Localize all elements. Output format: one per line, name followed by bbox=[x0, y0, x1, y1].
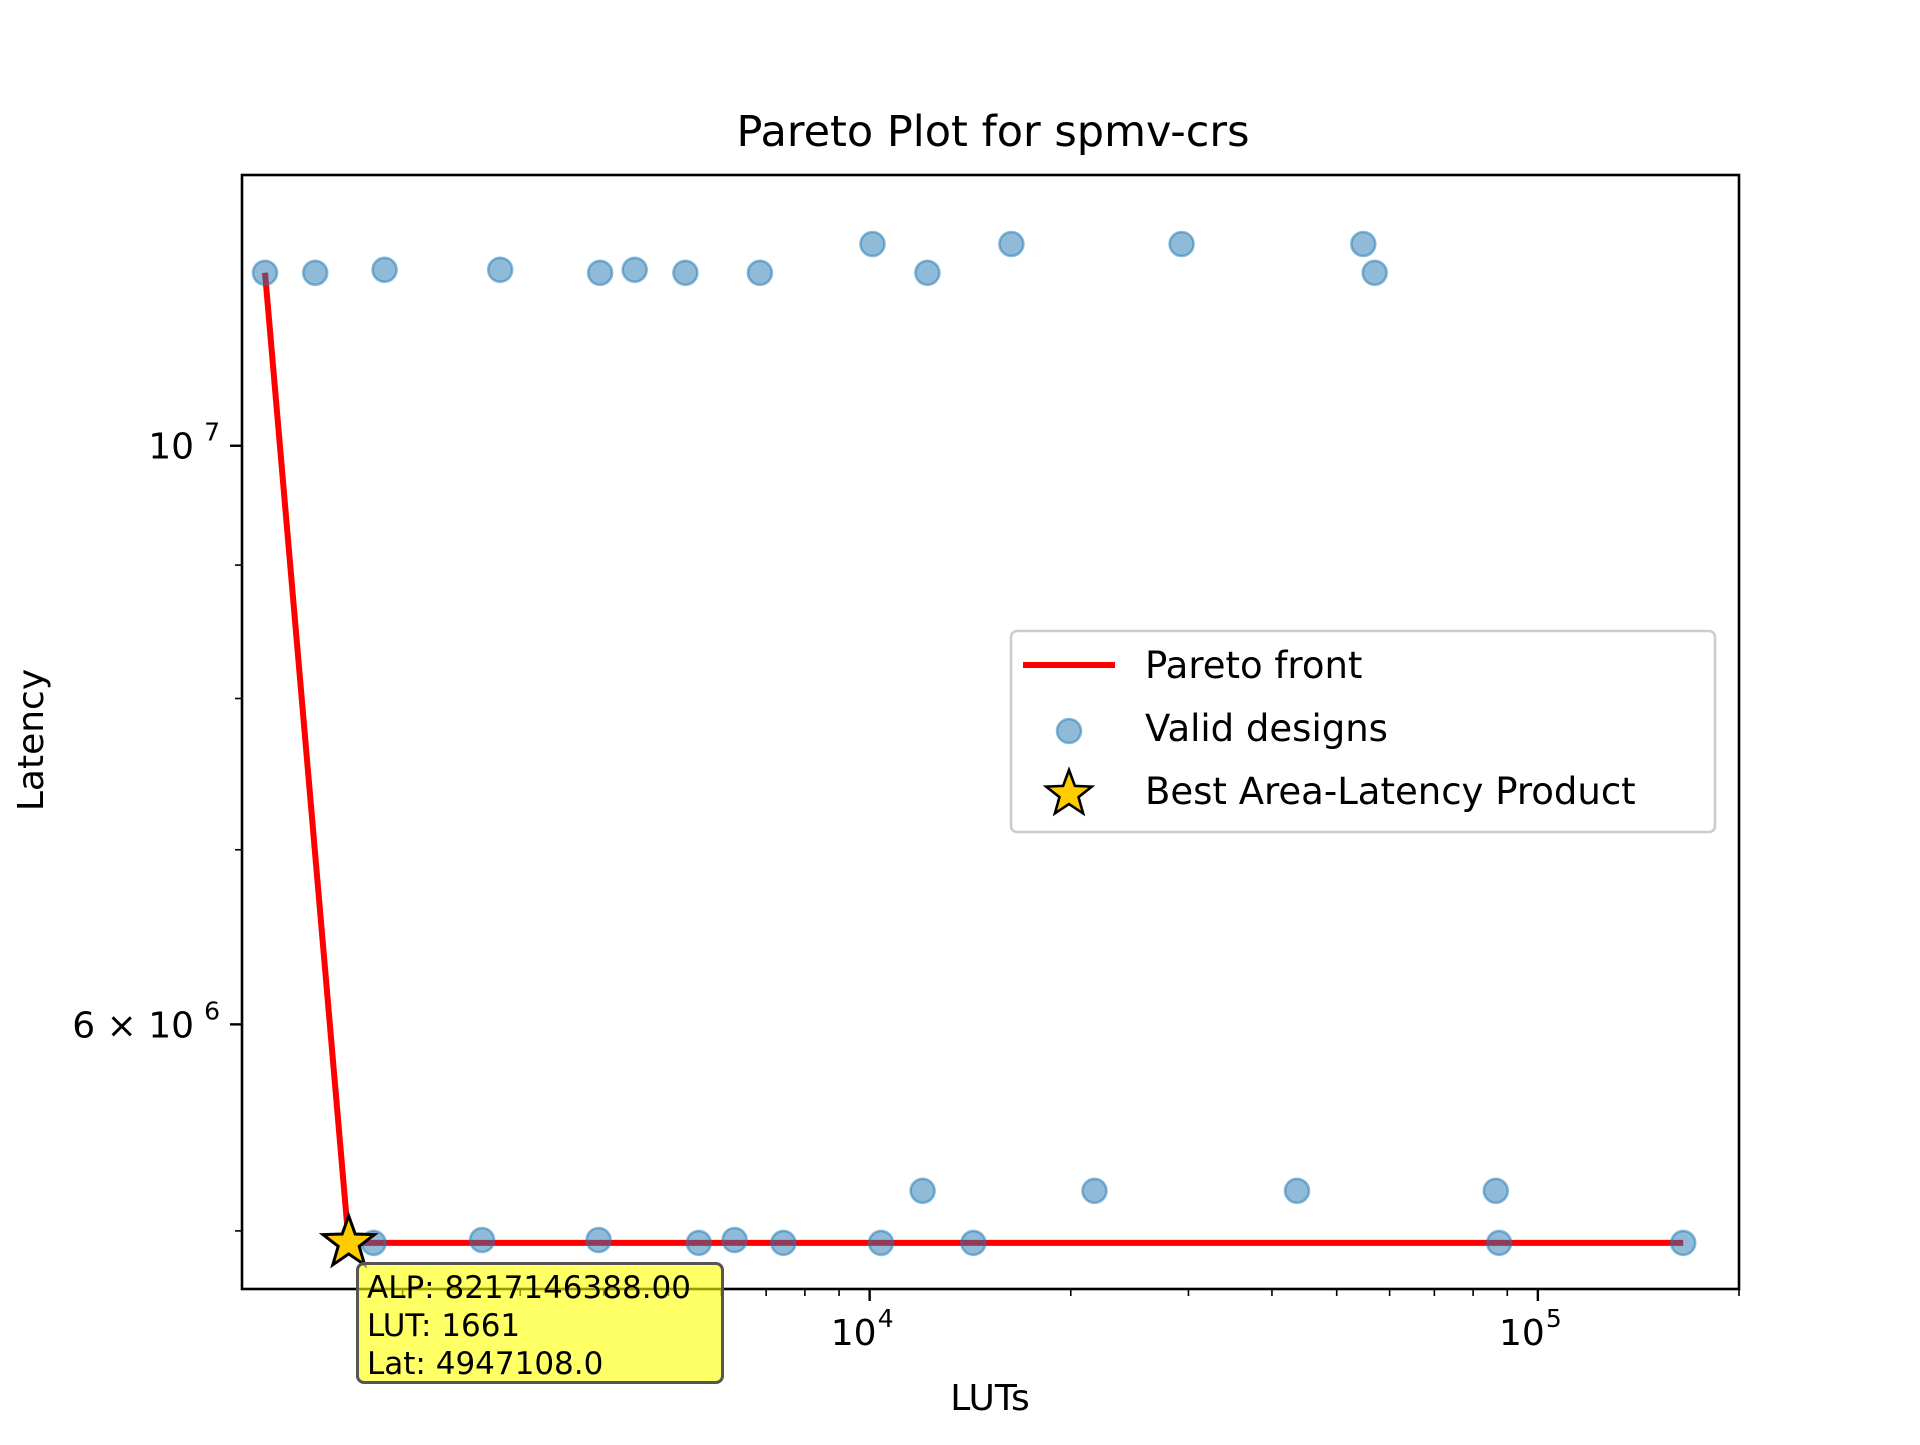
plot-area bbox=[251, 230, 1697, 1269]
valid-design-point-15 bbox=[468, 1226, 496, 1254]
y-tick-label-exp-1: 7 bbox=[204, 418, 220, 447]
legend: Pareto front Valid designs Best Area-Lat… bbox=[1009, 629, 1717, 834]
valid-design-point-6 bbox=[672, 259, 699, 287]
x-tick-label-exp-1: 5 bbox=[1546, 1304, 1562, 1333]
valid-design-point-0 bbox=[251, 259, 279, 287]
valid-design-point-12 bbox=[1350, 230, 1377, 258]
valid-design-point-27 bbox=[1669, 1229, 1697, 1257]
best-alp-star-marker bbox=[318, 1211, 379, 1269]
valid-design-point-20 bbox=[867, 1229, 895, 1257]
x-tick-label-0: 10 bbox=[831, 1313, 877, 1354]
valid-design-point-23 bbox=[1081, 1177, 1108, 1205]
annotation-alp: ALP: 8217146388.00 bbox=[367, 1270, 692, 1306]
chart-title: Pareto Plot for spmv-crs bbox=[737, 107, 1250, 157]
y-tick-label-1: 10 bbox=[148, 427, 194, 468]
valid-design-point-7 bbox=[746, 259, 774, 287]
legend-swatch-star-icon bbox=[1042, 766, 1096, 817]
valid-design-point-11 bbox=[1168, 230, 1195, 258]
plot-frame bbox=[240, 173, 1741, 1291]
annotation-latency: Lat: 4947108.0 bbox=[367, 1346, 604, 1382]
valid-design-point-17 bbox=[685, 1229, 713, 1257]
valid-design-point-13 bbox=[1361, 259, 1388, 287]
y-tick-label-0: 6 × 10 bbox=[72, 1005, 194, 1046]
valid-design-point-19 bbox=[770, 1229, 797, 1257]
legend-label-pareto-front: Pareto front bbox=[1145, 644, 1362, 687]
valid-design-point-16 bbox=[585, 1226, 612, 1254]
valid-design-point-24 bbox=[1283, 1177, 1311, 1205]
legend-label-best-alp: Best Area-Latency Product bbox=[1145, 770, 1636, 813]
x-axis-label: LUTs bbox=[950, 1378, 1029, 1419]
valid-design-point-10 bbox=[998, 230, 1025, 258]
valid-design-point-2 bbox=[371, 256, 398, 284]
valid-design-point-25 bbox=[1482, 1177, 1510, 1205]
valid-design-point-18 bbox=[721, 1226, 748, 1254]
valid-design-point-3 bbox=[486, 256, 514, 284]
legend-label-valid-designs: Valid designs bbox=[1145, 707, 1388, 750]
legend-frame bbox=[1009, 629, 1717, 834]
valid-design-point-22 bbox=[960, 1229, 987, 1257]
legend-swatch-valid-designs bbox=[1055, 717, 1083, 745]
valid-design-point-9 bbox=[914, 259, 941, 287]
x-tick-label-1: 10 bbox=[1499, 1313, 1545, 1354]
x-tick-label-exp-0: 4 bbox=[878, 1304, 894, 1333]
valid-design-point-26 bbox=[1485, 1229, 1513, 1257]
valid-design-point-1 bbox=[301, 259, 329, 287]
valid-design-point-4 bbox=[586, 259, 614, 287]
annotation-lut: LUT: 1661 bbox=[367, 1308, 521, 1344]
valid-design-point-8 bbox=[859, 230, 886, 258]
valid-design-point-21 bbox=[909, 1177, 936, 1205]
y-tick-label-exp-0: 6 bbox=[204, 996, 220, 1025]
valid-design-point-5 bbox=[621, 256, 649, 284]
y-axis-label: Latency bbox=[11, 669, 52, 811]
best-point-annotation: ALP: 8217146388.00 LUT: 1661 Lat: 494710… bbox=[356, 1262, 724, 1384]
